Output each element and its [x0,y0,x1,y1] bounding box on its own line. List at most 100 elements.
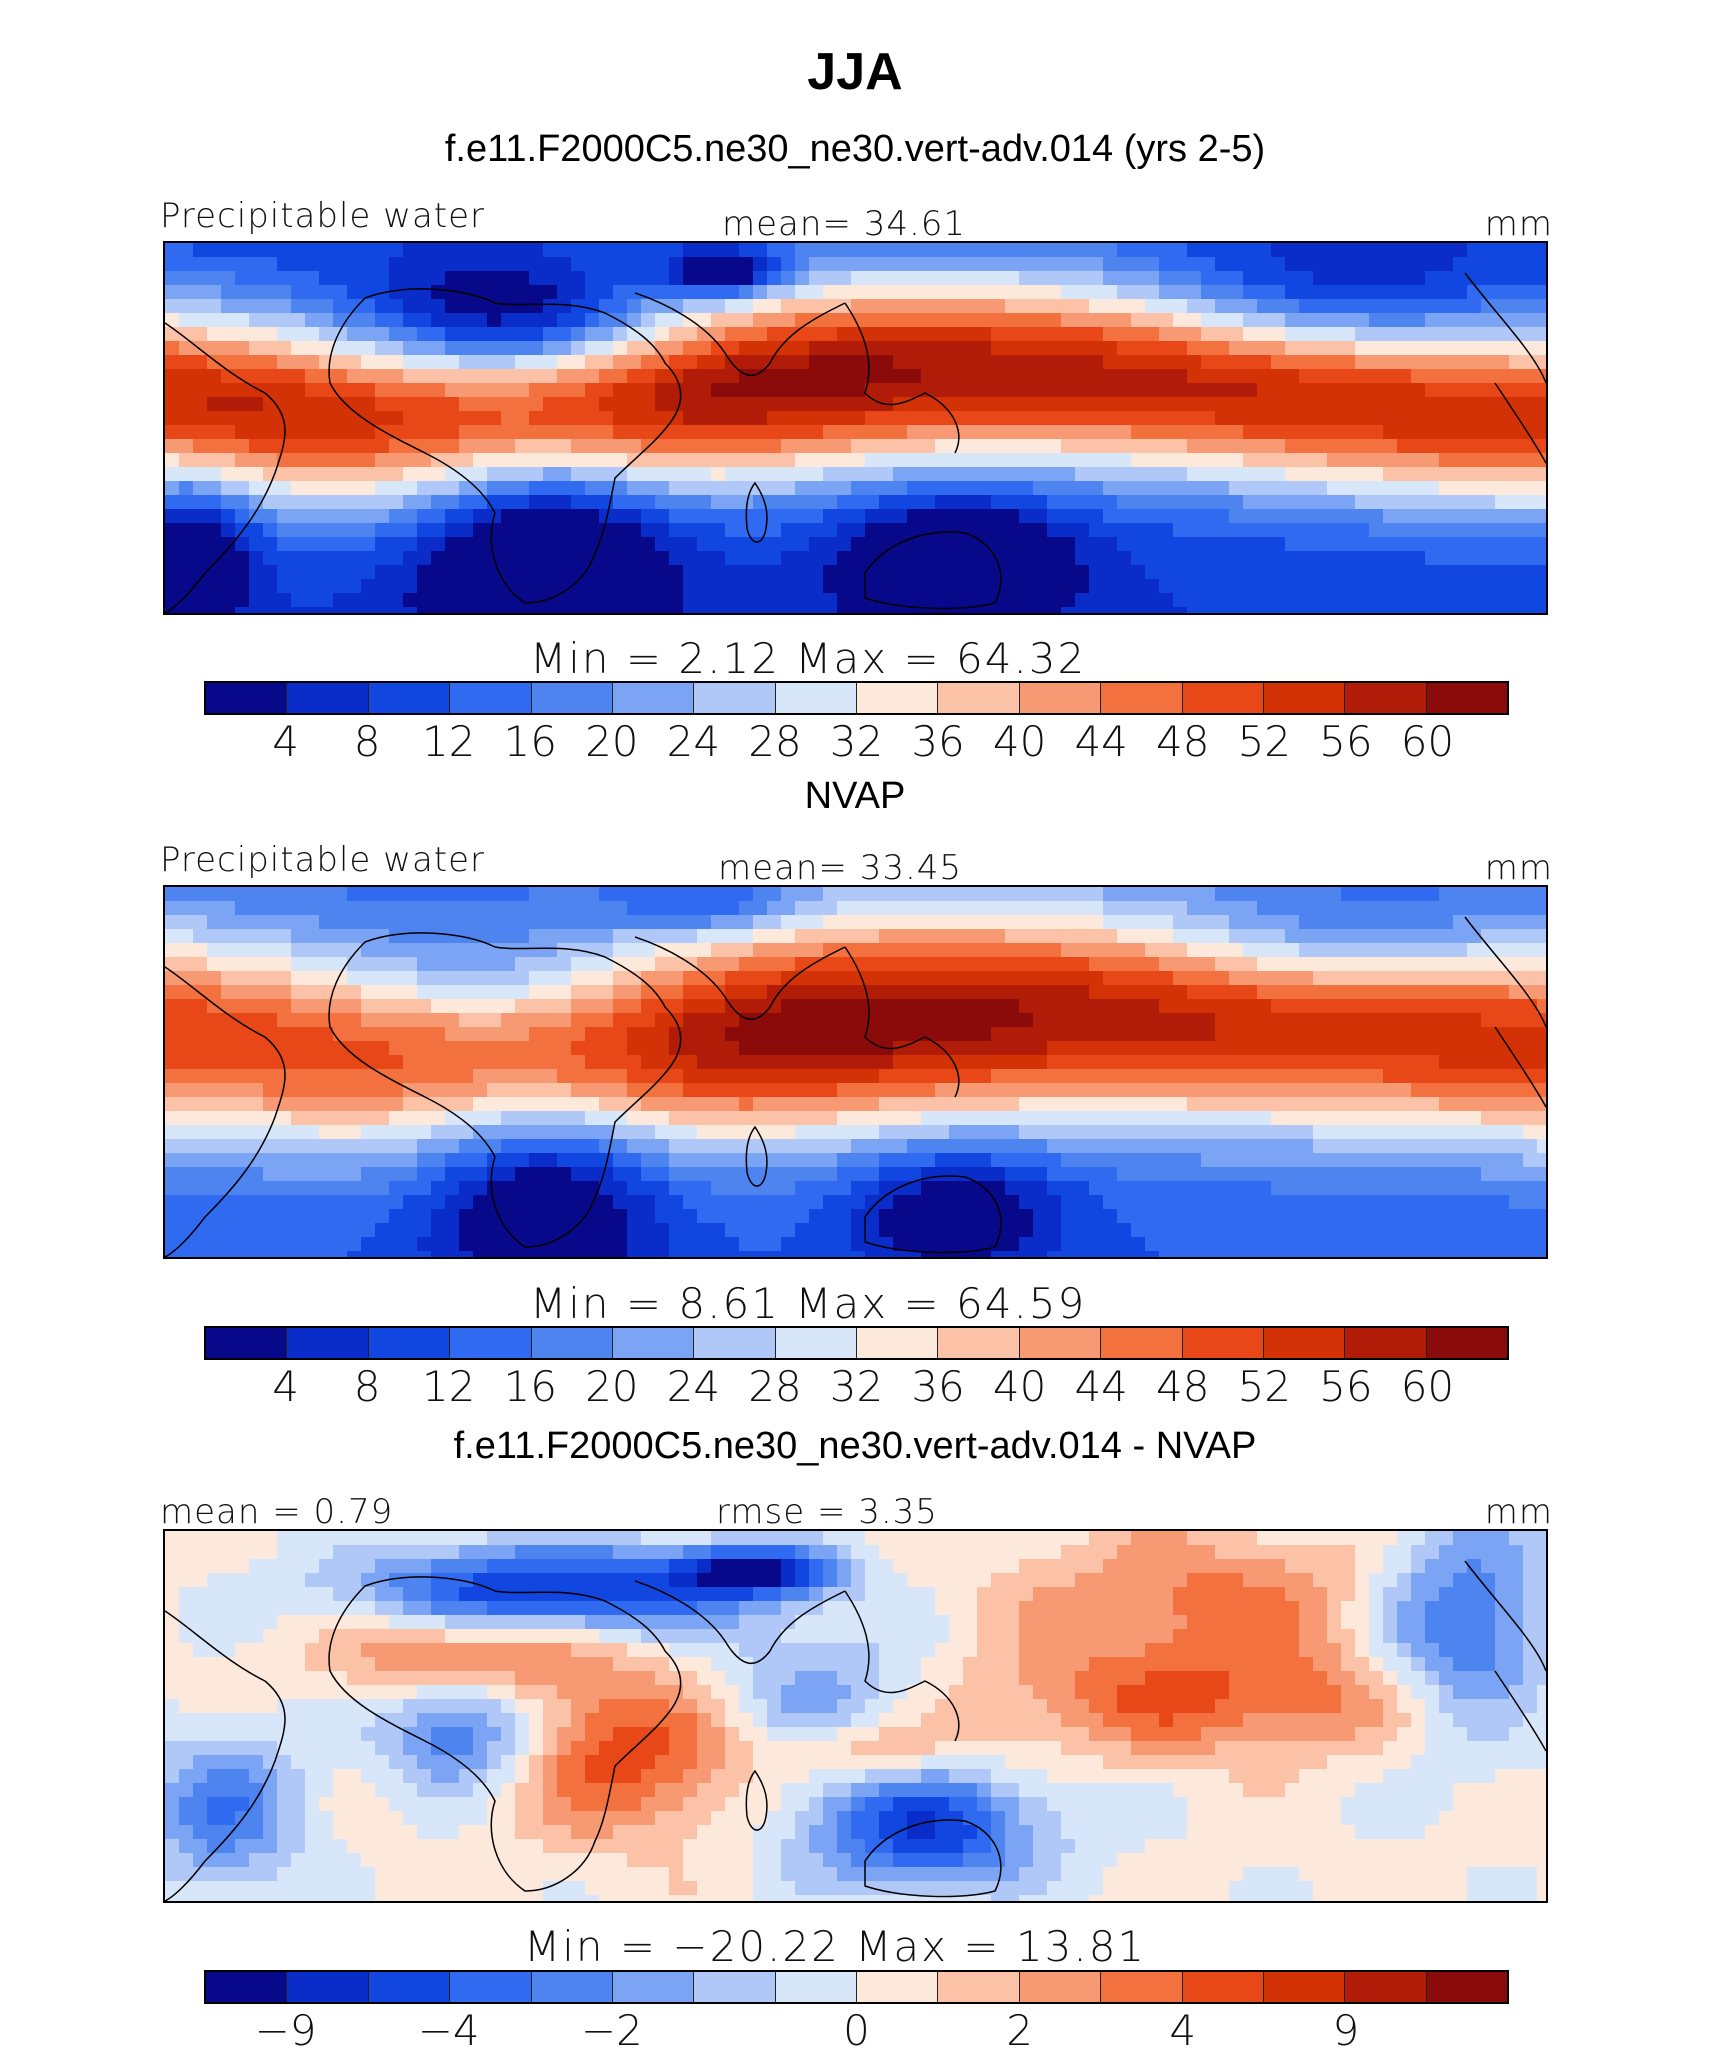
field-cell [333,1167,348,1182]
field-cell [879,327,894,342]
field-cell [1201,593,1216,608]
field-cell [683,593,698,608]
field-cell [249,397,264,412]
field-cell [361,439,376,454]
field-cell [851,1069,866,1084]
field-cell [907,299,922,314]
field-cell [683,1111,698,1126]
field-cell [431,1083,446,1098]
field-cell [1411,1153,1426,1168]
field-cell [1271,565,1286,580]
field-cell [1061,257,1076,272]
field-cell [1509,355,1524,370]
field-cell [879,579,894,594]
field-cell [1103,369,1118,384]
field-cell [781,1055,796,1070]
field-cell [921,985,936,1000]
field-cell [571,481,586,496]
field-cell [949,1041,964,1056]
field-cell [823,1041,838,1056]
field-cell [1509,971,1524,986]
field-cell [683,481,698,496]
field-cell [319,1181,334,1196]
field-cell [935,271,950,286]
field-cell [879,1139,894,1154]
field-cell [865,1153,880,1168]
field-cell [795,1013,810,1028]
colorbar-tick-label: 24 [666,717,721,766]
field-cell [865,341,880,356]
field-cell [585,243,600,258]
field-cell [1201,383,1216,398]
field-cell [375,565,390,580]
field-cell [935,593,950,608]
field-cell [599,1195,614,1210]
field-cell [1215,285,1230,300]
field-cell [879,243,894,258]
field-cell [417,971,432,986]
field-cell [683,1027,698,1042]
field-cell [1075,467,1090,482]
field-cell [795,523,810,538]
field-cell [753,957,768,972]
field-cell [613,1167,628,1182]
field-cell [823,355,838,370]
field-cell [1075,579,1090,594]
field-cell [1523,565,1538,580]
field-cell [963,1153,978,1168]
field-cell [207,355,222,370]
field-cell [641,383,656,398]
field-cell [319,495,334,510]
field-cell [1453,915,1468,930]
field-cell [1033,411,1048,426]
field-cell [487,901,502,916]
field-cell [879,425,894,440]
field-cell [1369,537,1384,552]
field-cell [641,327,656,342]
field-cell [1369,985,1384,1000]
field-cell [1075,383,1090,398]
field-cell [599,1027,614,1042]
field-cell [879,355,894,370]
field-cell [263,285,278,300]
field-cell [697,523,712,538]
field-cell [1089,453,1104,468]
field-cell [1453,1125,1468,1140]
field-cell [207,1181,222,1196]
field-cell [333,495,348,510]
field-cell [1397,551,1412,566]
field-cell [1299,425,1314,440]
field-cell [1327,943,1342,958]
field-cell [1495,439,1510,454]
field-cell [697,1153,712,1168]
field-cell [1033,1055,1048,1070]
field-cell [165,971,180,986]
field-cell [515,1111,530,1126]
field-cell [921,467,936,482]
field-cell [347,425,362,440]
colorbar-tick-label: 40 [992,717,1047,766]
field-cell [977,1195,992,1210]
field-cell [627,929,642,944]
field-cell [949,383,964,398]
field-cell [417,285,432,300]
field-cell [389,929,404,944]
field-cell [1481,285,1496,300]
field-cell [1047,1195,1062,1210]
field-cell [431,425,446,440]
field-cell [1327,579,1342,594]
field-cell [1229,495,1244,510]
field-cell [1229,1139,1244,1154]
field-cell [263,495,278,510]
field-cell [333,313,348,328]
field-cell [543,971,558,986]
field-cell [1439,915,1454,930]
field-cell [361,901,376,916]
field-cell [319,971,334,986]
field-cell [1397,285,1412,300]
field-cell [1369,355,1384,370]
field-cell [529,467,544,482]
field-cell [879,1027,894,1042]
field-cell [1537,313,1546,328]
field-cell [1537,355,1546,370]
